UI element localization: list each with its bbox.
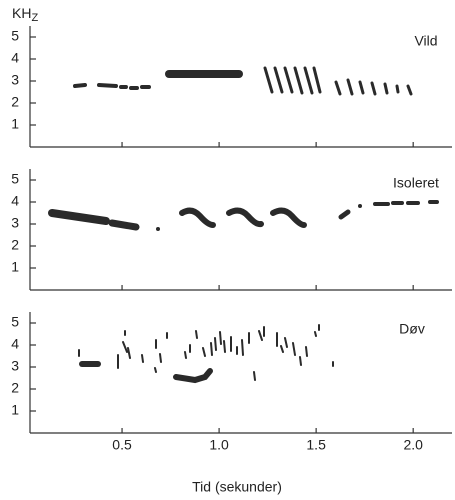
x-tick-label: 0.5: [112, 437, 132, 453]
unit-label: KHZ: [12, 5, 38, 24]
y-tick-label: 5: [11, 171, 19, 187]
y-tick-label: 5: [11, 28, 19, 44]
x-axis-label: Tid (sekunder): [192, 479, 282, 495]
sonogram-vild: [73, 66, 413, 96]
y-tick-label: 1: [11, 259, 19, 275]
x-tick-label: 2.0: [403, 437, 423, 453]
y-tick-label: 4: [11, 336, 19, 352]
y-tick-label: 3: [11, 358, 19, 374]
y-tick-label: 1: [11, 116, 19, 132]
panel-label: Isoleret: [393, 175, 439, 191]
y-tick-label: 4: [11, 193, 19, 209]
x-tick-label: 1.0: [209, 437, 229, 453]
panel-label: Vild: [414, 33, 437, 49]
panel-label: Døv: [399, 321, 425, 337]
y-tick-label: 2: [11, 94, 19, 110]
y-tick-label: 5: [11, 314, 19, 330]
y-tick-label: 4: [11, 50, 19, 66]
sonogram-dov: [78, 324, 334, 384]
sonogram-isoleret: [48, 200, 439, 231]
y-tick-label: 3: [11, 215, 19, 231]
y-tick-label: 3: [11, 72, 19, 88]
x-tick-label: 1.5: [306, 437, 326, 453]
y-tick-label: 2: [11, 237, 19, 253]
y-tick-label: 1: [11, 402, 19, 418]
y-tick-label: 2: [11, 380, 19, 396]
